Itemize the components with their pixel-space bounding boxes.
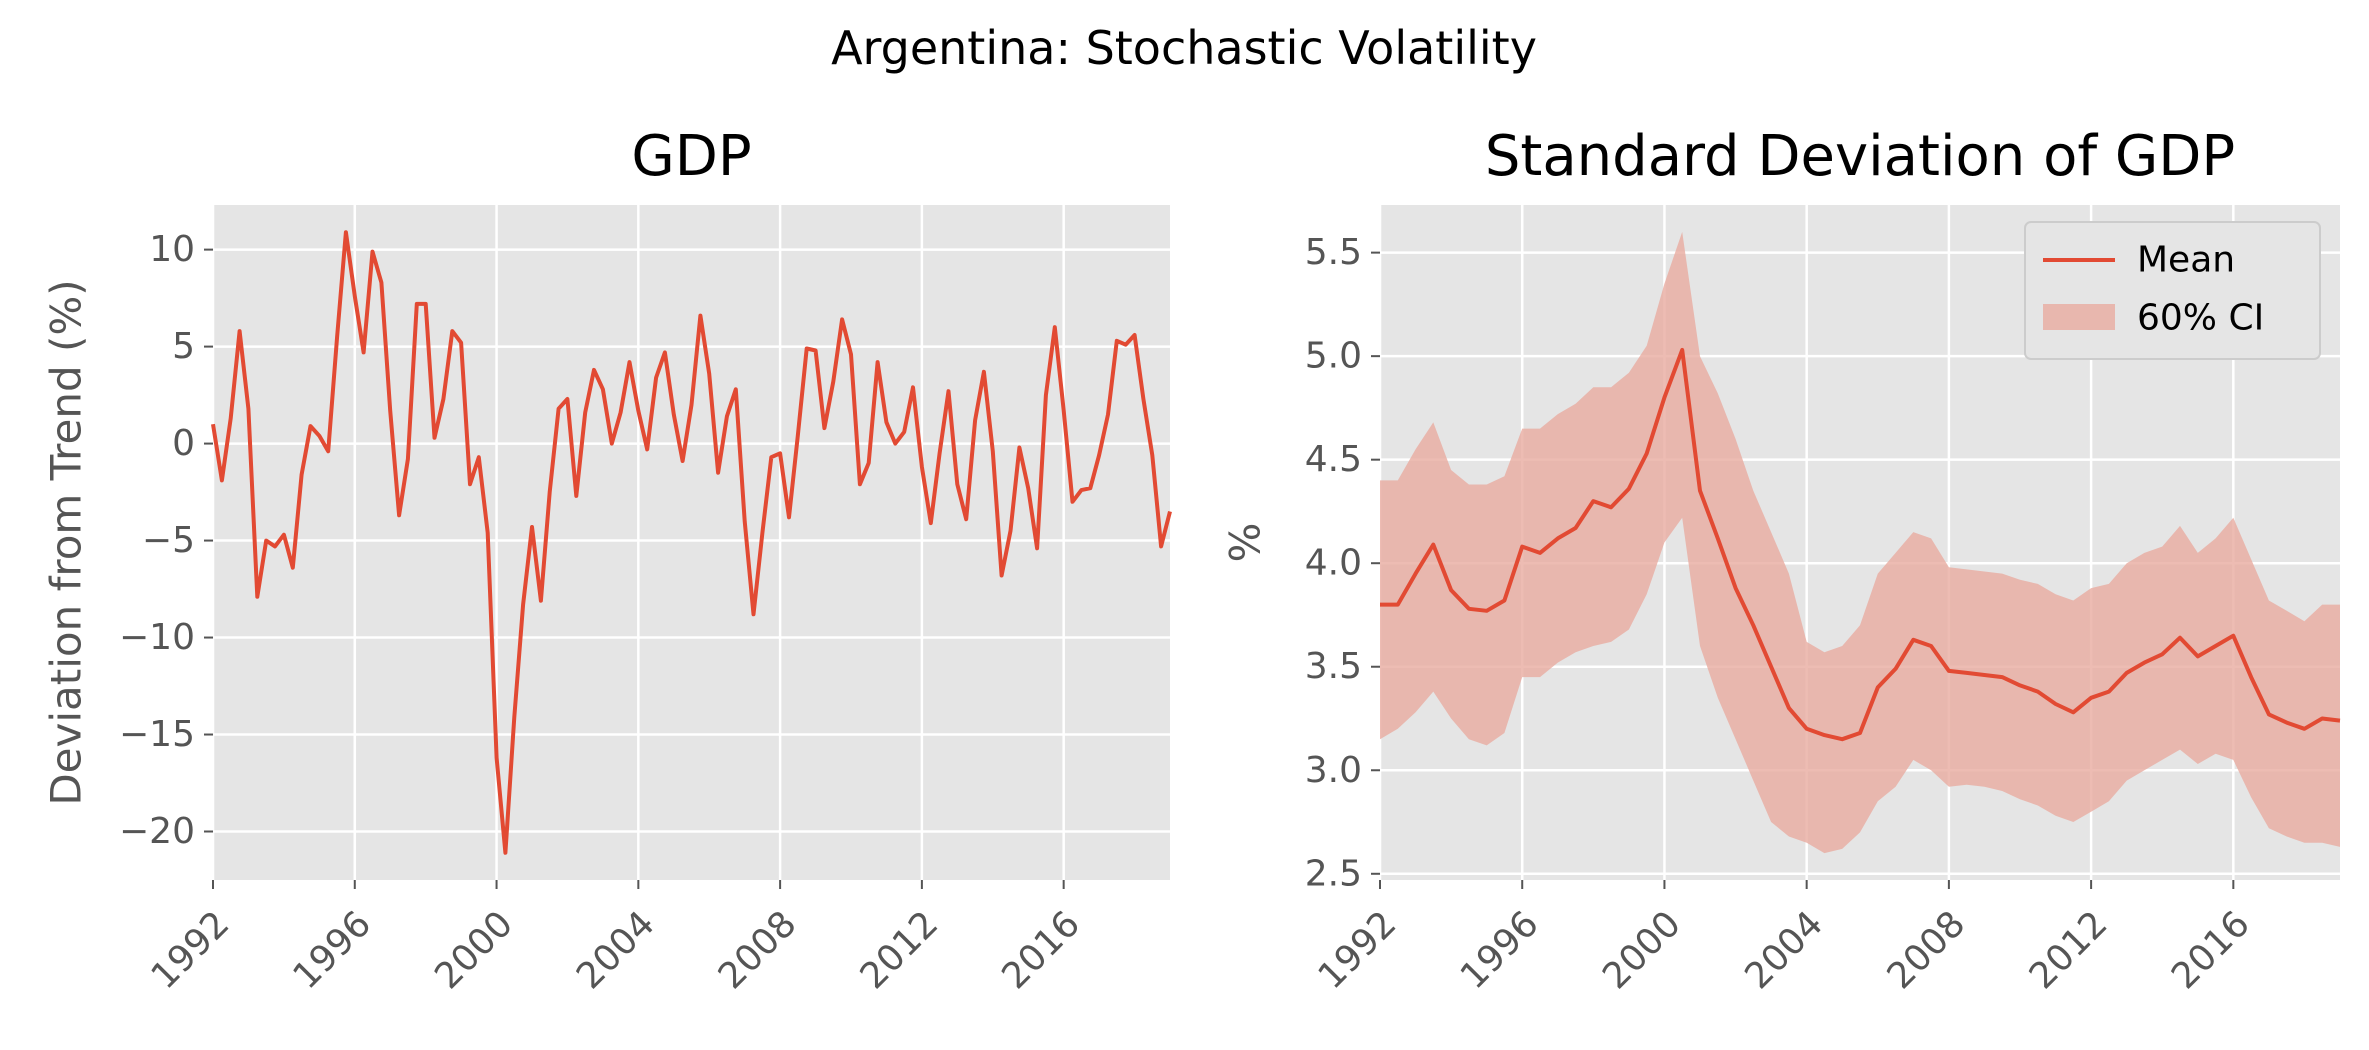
x-tick-label: 2016 bbox=[994, 903, 1088, 997]
ci-band bbox=[1380, 231, 2340, 854]
y-tick-label: 3.0 bbox=[1305, 750, 1362, 791]
x-tick-label: 2016 bbox=[2164, 903, 2258, 997]
legend-ci-label: 60% CI bbox=[2137, 298, 2264, 339]
x-tick-label: 1992 bbox=[144, 903, 238, 997]
legend-mean-label: Mean bbox=[2137, 240, 2235, 281]
gdp-series-line bbox=[211, 230, 1172, 855]
sd-title: Standard Deviation of GDP bbox=[1485, 124, 2235, 189]
y-tick-label: 5 bbox=[172, 326, 195, 367]
y-tick-label: 2.5 bbox=[1305, 853, 1362, 894]
y-tick-label: 0 bbox=[172, 423, 195, 464]
x-tick-label: 1996 bbox=[1453, 903, 1547, 997]
y-tick-label: 10 bbox=[149, 229, 195, 270]
gdp-panel: 1992 1996 2000 2004 2008 2012 2016 10 5 0 −5 −10 −15… bbox=[42, 124, 1172, 997]
y-tick-label: −20 bbox=[119, 811, 195, 852]
figure-suptitle: Argentina: Stochastic Volatility bbox=[831, 21, 1537, 75]
y-tick-label: 4.0 bbox=[1305, 543, 1362, 584]
mean-series-line bbox=[1380, 347, 2341, 742]
x-tick-label: 2000 bbox=[427, 903, 521, 997]
gdp-y-axis-label: Deviation from Trend (%) bbox=[42, 279, 91, 805]
x-tick-label: 2008 bbox=[711, 903, 805, 997]
y-tick-label: 5.5 bbox=[1305, 232, 1362, 273]
y-tick-label: −10 bbox=[119, 617, 195, 658]
legend-ci-swatch bbox=[2043, 304, 2115, 330]
x-tick-label: 2004 bbox=[1737, 903, 1831, 997]
x-tick-label: 2008 bbox=[1880, 903, 1974, 997]
x-tick-label: 1992 bbox=[1311, 903, 1405, 997]
x-tick-label: 1996 bbox=[285, 903, 379, 997]
y-tick-label: −15 bbox=[119, 714, 195, 755]
y-tick-label: 4.5 bbox=[1305, 439, 1362, 480]
sd-panel: 1992 1996 2000 2004 2008 2012 2016 5.5 5.0 4.5 4.0… bbox=[1221, 124, 2341, 997]
x-tick-label: 2000 bbox=[1595, 903, 1689, 997]
x-tick-label: 2004 bbox=[569, 903, 663, 997]
gdp-title: GDP bbox=[631, 124, 751, 189]
sd-y-axis-label: % bbox=[1221, 523, 1270, 563]
x-tick-label: 2012 bbox=[853, 903, 947, 997]
sd-marks bbox=[1380, 231, 2341, 854]
y-tick-label: −5 bbox=[142, 520, 195, 561]
x-tick-label: 2012 bbox=[2022, 903, 2116, 997]
gdp-marks bbox=[211, 230, 1172, 855]
sd-legend: Mean 60% CI bbox=[2024, 221, 2321, 360]
y-tick-label: 5.0 bbox=[1305, 336, 1362, 377]
gdp-plot-area bbox=[213, 205, 1170, 880]
y-tick-label: 3.5 bbox=[1305, 646, 1362, 687]
